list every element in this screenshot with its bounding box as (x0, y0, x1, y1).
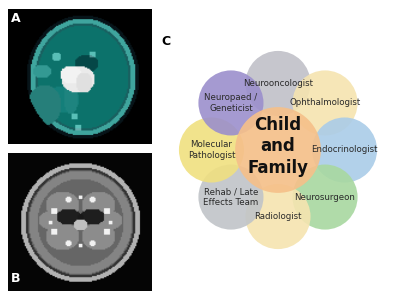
Circle shape (198, 164, 264, 230)
Circle shape (246, 51, 310, 116)
Text: Endocrinologist: Endocrinologist (311, 146, 378, 154)
Text: Neuropaed /
Geneticist: Neuropaed / Geneticist (204, 93, 258, 112)
Text: Neurooncologist: Neurooncologist (243, 79, 313, 88)
Circle shape (292, 164, 358, 230)
Text: Molecular
Pathologist: Molecular Pathologist (188, 140, 235, 160)
Text: Neurosurgeon: Neurosurgeon (295, 193, 356, 202)
Circle shape (246, 184, 310, 249)
Text: Radiologist: Radiologist (254, 212, 302, 221)
Text: Child
and
Family: Child and Family (248, 116, 308, 177)
Text: B: B (11, 272, 20, 286)
Circle shape (198, 70, 264, 136)
Circle shape (179, 118, 244, 182)
Circle shape (292, 70, 358, 136)
Text: A: A (11, 12, 20, 25)
Text: Ophthalmologist: Ophthalmologist (290, 98, 361, 107)
Text: C: C (161, 35, 170, 48)
Text: Rehab / Late
Effects Team: Rehab / Late Effects Team (203, 188, 258, 207)
Circle shape (235, 107, 321, 193)
Circle shape (312, 118, 377, 182)
